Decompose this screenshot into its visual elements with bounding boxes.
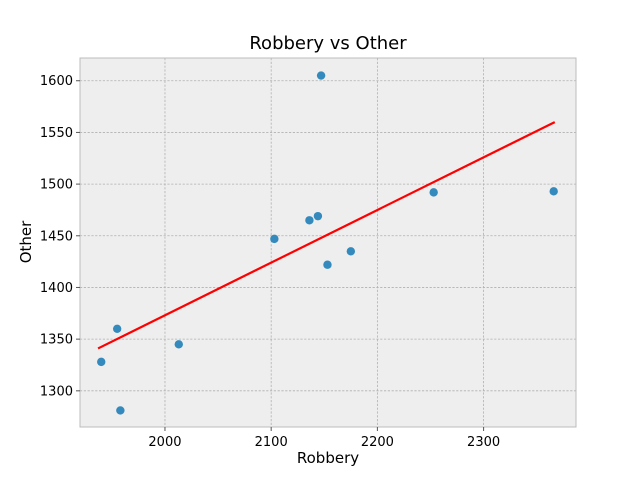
y-tick-label: 1550 — [40, 126, 73, 141]
x-tick-label: 2000 — [148, 435, 181, 450]
data-point — [305, 216, 314, 225]
data-point — [97, 357, 106, 367]
grid — [80, 58, 576, 427]
data-point — [313, 211, 323, 221]
y-axis-label: Other — [17, 220, 35, 263]
x-tick-label: 2100 — [255, 435, 288, 450]
data-point — [174, 340, 183, 349]
y-tick-label: 1300 — [40, 384, 73, 399]
regression-line — [97, 121, 556, 350]
y-tick-label: 1450 — [40, 229, 73, 244]
data-point — [346, 247, 356, 256]
data-point — [112, 324, 122, 334]
data-point — [116, 406, 125, 415]
data-point — [316, 71, 326, 80]
data-points — [97, 71, 558, 415]
data-point — [429, 188, 438, 197]
y-tick-label: 1600 — [40, 74, 73, 89]
plot-area — [80, 58, 576, 427]
y-tick-label: 1400 — [40, 281, 73, 296]
x-axis-ticks: 2000 2100 2200 2300 — [148, 427, 500, 450]
data-point — [323, 260, 332, 269]
y-tick-label: 1500 — [40, 178, 73, 193]
x-tick-label: 2300 — [467, 435, 500, 450]
y-tick-label: 1350 — [40, 333, 73, 348]
data-point — [270, 234, 279, 244]
chart-title: Robbery vs Other — [249, 33, 407, 54]
data-point — [549, 187, 558, 196]
y-axis-ticks: 1300 1350 1400 1450 1500 1550 1600 — [40, 74, 80, 399]
plot-border — [79, 57, 577, 428]
x-axis-label: Robbery — [297, 449, 359, 467]
x-tick-label: 2200 — [361, 435, 394, 450]
